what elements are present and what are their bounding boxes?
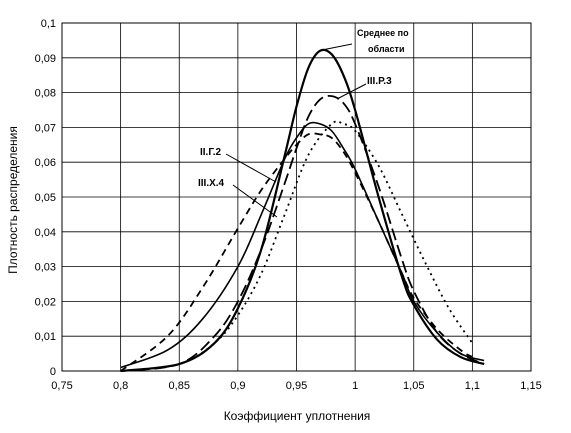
- annotation-ii-g2-leader: [225, 153, 277, 183]
- series-line-1: [120, 94, 485, 372]
- x-tick-label: 1,05: [403, 380, 424, 392]
- y-tick-label: 0,04: [35, 227, 56, 239]
- y-tick-label: 0,09: [35, 53, 56, 65]
- annotation-iii-r3-leader: [336, 83, 367, 100]
- annotation-mean-leader: [321, 43, 353, 51]
- y-tick-label: 0,06: [35, 157, 56, 169]
- y-tick-label: 0,08: [35, 88, 56, 100]
- y-tick-label: 0,03: [35, 262, 56, 274]
- y-axis-title: Плотность распределения: [6, 126, 20, 274]
- y-tick-label: 0,02: [35, 296, 56, 308]
- series-line-0: [120, 48, 485, 373]
- x-tick-label: 1: [352, 380, 358, 392]
- y-tick-label: 0: [50, 366, 56, 378]
- y-tick-label: 0,01: [35, 331, 56, 343]
- x-axis-title: Коэффициент уплотнения: [224, 409, 371, 423]
- series-line-2: [120, 121, 485, 369]
- annotation-iii-x4-leader: [232, 184, 278, 218]
- x-tick-label: 0,85: [169, 380, 190, 392]
- annotation-iii-x4: III.Х.4: [198, 178, 225, 189]
- annotation-ii-g2: II.Г.2: [200, 147, 222, 158]
- x-tick-label: 0,95: [286, 380, 307, 392]
- x-tick-label: 0,8: [113, 380, 128, 392]
- x-tick-label: 0,75: [51, 380, 72, 392]
- y-tick-label: 0,1: [41, 18, 56, 30]
- annotation-iii-r3: III.Р.3: [367, 76, 392, 87]
- x-tick-label: 0,9: [230, 380, 245, 392]
- x-tick-label: 1,1: [465, 380, 480, 392]
- x-tick-labels: 0,75 0,8 0,85 0,9 0,95 1 1,05 1,1 1,15: [51, 380, 541, 392]
- y-tick-labels: 0 0,01 0,02 0,03 0,04 0,05 0,06 0,07 0,08 0,09 0,1: [35, 18, 56, 378]
- annotation-mean-line1: Среднее по: [357, 28, 409, 38]
- x-tick-label: 1,15: [520, 380, 541, 392]
- annotation-mean-line2: области: [368, 44, 405, 54]
- y-tick-label: 0,05: [35, 192, 56, 204]
- y-tick-label: 0,07: [35, 122, 56, 134]
- series-group: [120, 48, 485, 373]
- grid-lines: [62, 23, 531, 371]
